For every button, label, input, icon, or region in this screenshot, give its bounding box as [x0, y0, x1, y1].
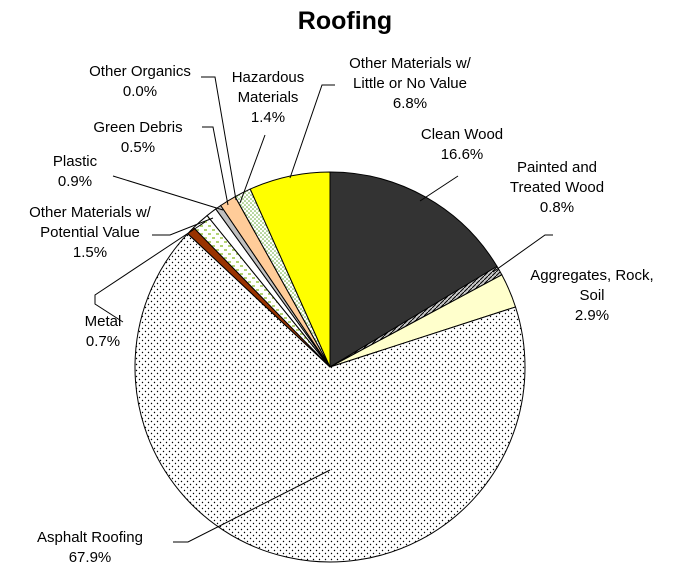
slice-label-painted-line-2: 0.8% — [540, 199, 574, 216]
leader-other-organics — [201, 76, 237, 201]
slice-label-painted-line-1: Treated Wood — [510, 179, 604, 196]
pie-slice-other-materials-w-little-or-no-value-b-11 — [249, 171, 331, 368]
slice-label-plastic-line-1: 0.9% — [58, 173, 92, 190]
slice-label-green-debris-line-1: 0.5% — [121, 139, 155, 156]
slice-label-hazardous-line-0: Hazardous — [232, 69, 305, 86]
leader-green-debris — [202, 126, 229, 206]
pie-slices — [134, 171, 526, 563]
slice-label-clean-wood-line-0: Clean Wood — [421, 126, 503, 143]
leader-other-potential — [152, 217, 214, 236]
pie-slice-asphalt-roofing-3 — [134, 232, 526, 563]
leader-hazardous — [239, 134, 266, 204]
slice-label-other-organics-line-0: Other Organics — [89, 63, 191, 80]
slice-labels: Clean Wood 16.6% Painted and Treated Wood 0.… — [29, 55, 654, 566]
leader-asphalt — [173, 469, 331, 543]
slice-label-other-potential-line-0: Other Materials w/ — [29, 204, 152, 221]
slice-label-hazardous-line-1: Materials — [238, 89, 299, 106]
slice-label-other-potential-line-1: Potential Value — [40, 224, 140, 241]
slice-label-painted-line-0: Painted and — [517, 159, 597, 176]
slice-label-hazardous-line-2: 1.4% — [251, 109, 285, 126]
slice-label-asphalt-line-0: Asphalt Roofing — [37, 529, 143, 546]
slice-label-asphalt-line-1: 67.9% — [69, 549, 112, 566]
leader-plastic — [112, 175, 224, 211]
slice-label-aggregates-line-1: Soil — [579, 287, 604, 304]
leader-painted — [492, 234, 553, 273]
leader-other-little — [289, 84, 335, 179]
leader-clean-wood — [419, 175, 459, 202]
slice-label-other-potential-line-2: 1.5% — [73, 244, 107, 261]
slice-label-aggregates-line-0: Aggregates, Rock, — [530, 267, 653, 284]
slice-label-other-little-line-2: 6.8% — [393, 95, 427, 112]
slice-label-green-debris-line-0: Green Debris — [93, 119, 182, 136]
slice-label-other-little-line-1: Little or No Value — [353, 75, 467, 92]
leader-lines — [94, 76, 553, 543]
slice-label-aggregates-line-2: 2.9% — [575, 307, 609, 324]
slice-label-metal-line-0: Metal — [85, 313, 122, 330]
slice-label-plastic-line-0: Plastic — [53, 153, 98, 170]
slice-label-clean-wood-line-1: 16.6% — [441, 146, 484, 163]
leader-metal — [94, 221, 206, 323]
slice-label-metal-line-1: 0.7% — [86, 333, 120, 350]
slice-label-other-little-line-0: Other Materials w/ — [349, 55, 472, 72]
chart-title: Roofing — [298, 7, 392, 35]
slice-label-other-organics-line-1: 0.0% — [123, 83, 157, 100]
